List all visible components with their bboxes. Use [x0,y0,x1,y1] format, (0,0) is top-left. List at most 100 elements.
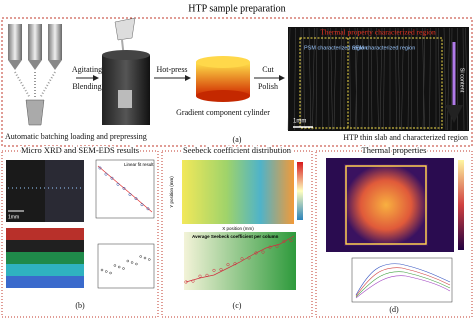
decoration [205,273,209,277]
decoration [110,176,114,180]
press-illustration [102,17,150,125]
decoration [143,256,147,260]
decoration [308,27,312,131]
decoration [289,238,293,243]
decoration [261,250,265,254]
decoration [355,27,358,131]
panel-b-border [1,150,159,318]
step-label: Polish [258,82,278,91]
slab-title: Thermal property characterized region [320,28,436,37]
axis-title: Y position (mm) [169,176,174,208]
step-label: Blending [72,82,101,91]
panel-a-border [1,17,473,147]
decoration [354,27,358,131]
decoration [416,27,419,131]
decoration [117,265,121,269]
decoration [287,27,291,131]
legend-label: Linear fit result [124,162,154,167]
thin-slab [287,27,469,131]
decoration [240,257,244,261]
decoration [122,186,126,190]
decoration [134,197,138,201]
cylinder [196,56,250,102]
decoration [294,27,296,131]
decoration [361,27,364,131]
decoration [226,263,230,267]
decoration [233,262,237,266]
panel-c-border [161,150,313,318]
decoration [438,27,440,131]
decoration [465,27,468,131]
step-label: Agitating [72,65,102,74]
decoration [275,244,279,248]
figure-title: HTP sample preparation [188,3,285,14]
panel-title: Micro XRD and SEM-EDS results [21,145,139,155]
decoration [219,267,223,272]
decoration [349,27,351,131]
decoration [130,261,134,264]
caption: Automatic batching loading and prepressi… [5,132,147,141]
caption: Gradient component cylinder [176,108,270,117]
axis-label: Si content [459,68,465,93]
decoration [268,245,272,249]
decoration [146,207,150,211]
caption: HTP thin slab and characterized region [343,133,468,142]
decoration [379,27,383,131]
decoration [105,270,108,273]
thermal-image [326,158,464,303]
decoration [135,262,138,266]
decoration [247,256,251,260]
decoration [397,27,401,131]
decoration [191,279,195,283]
decoration [113,264,117,267]
decoration [429,27,431,131]
decoration [333,27,337,131]
decoration [462,27,465,131]
panel-label: (c) [233,301,242,310]
scale-label: 1mm [8,214,19,220]
decoration [109,271,112,275]
decoration [116,182,120,186]
decoration [148,258,151,261]
xrd-plot [95,159,155,289]
decoration [422,27,426,131]
legend-label: Average Seebeck coefficient per column [192,234,279,239]
decoration [312,27,315,131]
region-label: SEM characterized region [352,45,415,51]
sem-image [6,160,84,288]
panel-label: (d) [389,305,399,314]
step-label: Cut [262,65,274,74]
panel-title: Thermal properties [362,145,427,155]
decoration [254,251,258,255]
batching-illustration [8,24,62,126]
decoration [383,27,385,131]
panel-d-border [315,150,473,318]
decoration [315,27,318,131]
decoration [303,27,305,131]
decoration [370,27,373,131]
step-label: Hot-press [156,65,187,74]
decoration [139,255,142,258]
decoration [407,27,410,131]
decoration [128,193,132,196]
panel-label: (a) [233,135,242,144]
decoration [126,259,130,263]
scale-label: 1mm [293,119,306,125]
decoration [198,274,202,278]
decoration [395,27,397,131]
decoration [327,27,330,131]
decoration [212,268,216,272]
decoration [122,267,125,270]
decoration [340,27,342,131]
decoration [100,268,104,272]
axis-title: X position (mm) [222,226,254,231]
region-label: PSM characterized region [304,45,367,51]
panel-title: Seebeck coefficient distribution [183,145,292,155]
decoration [330,27,333,131]
decoration [282,239,286,243]
decoration [376,27,379,131]
decoration [140,203,144,207]
panel-label: (b) [75,301,85,310]
decoration [184,280,188,284]
decoration [98,166,102,170]
